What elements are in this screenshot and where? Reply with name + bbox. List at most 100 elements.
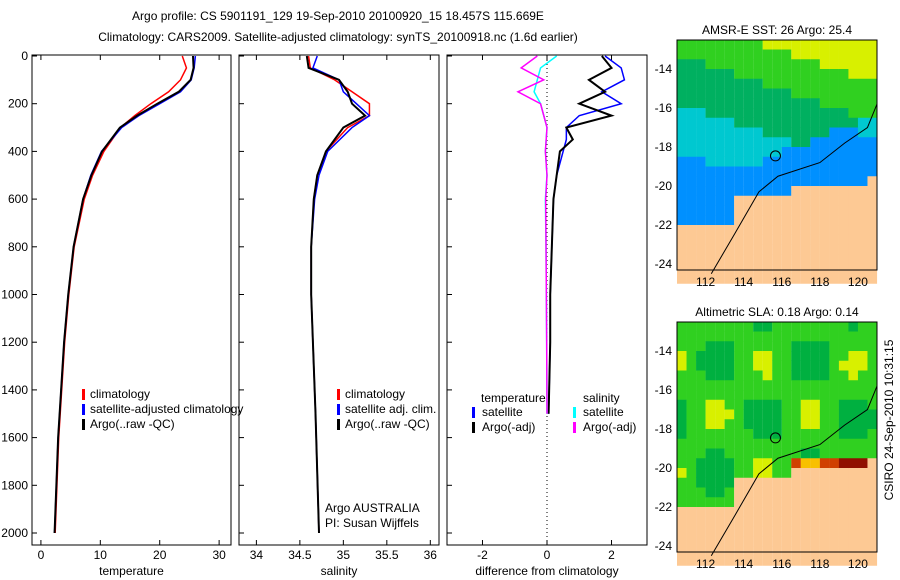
map-cell [734,526,744,537]
map-cell [762,137,773,148]
map-cell [677,244,687,255]
map-cell [791,137,801,148]
map-cell [762,69,773,79]
map-cell [781,331,792,342]
map-cell [762,507,773,517]
map-cell [686,39,697,50]
map-cell [857,264,868,274]
map-cell [686,195,697,206]
map-x-tick-label: 116 [772,557,791,571]
map-cell [705,69,716,79]
map-cell [705,497,716,508]
map-cell [753,49,763,60]
map-cell [677,108,687,118]
map-cell [791,370,801,381]
map-cell [838,458,849,469]
map-cell [772,448,782,459]
map-cell [857,108,868,118]
map-cell [781,39,792,50]
map-cell [800,78,811,89]
map-cell [734,273,744,284]
map-cell [715,273,725,284]
map-cell [829,555,839,566]
map-cell [753,526,763,537]
map-cell [829,147,839,157]
map-cell [753,273,763,284]
map-cell [762,458,773,469]
map-cell [696,98,706,109]
map-cell [800,59,811,70]
map-cell [762,88,773,99]
map-cell [686,419,697,430]
map-title: Altimetric SLA: 0.18 Argo: 0.14 [695,305,859,319]
map-cell [743,409,754,420]
map-cell [857,458,868,469]
map-cell [696,39,706,50]
map-cell [867,526,878,537]
map-cell [677,360,687,371]
map-cell [772,254,782,265]
map-cell [677,438,687,449]
map-cell [772,507,782,517]
map-cell [753,458,763,469]
map-cell [762,409,773,420]
map-cell [857,78,868,89]
map-cell [696,536,706,547]
map-cell [705,205,716,216]
map-cell [686,477,697,488]
x-tick-label: 0 [544,548,551,562]
map-cell [762,273,773,284]
x-tick-label: 34 [250,548,264,562]
map-cell [724,429,735,439]
map-cell [696,176,706,187]
map-cell [715,195,725,206]
map-cell [848,176,859,187]
map-cell [838,438,849,449]
map-cell [819,546,830,556]
map-cell [867,399,878,410]
annotation-line: PI: Susan Wijffels [325,516,419,530]
map-cell [715,341,725,352]
map-cell [677,526,687,537]
map-cell [734,477,744,488]
map-cell [743,516,754,527]
map-cell [800,468,811,478]
series-line-argo-raw-qc- [53,55,195,534]
map-cell [772,264,782,274]
map-y-tick-label: -14 [655,344,673,358]
map-cell [772,429,782,439]
map-cell [734,264,744,274]
map-cell [762,156,773,167]
map-cell [829,39,839,50]
map-cell [724,49,735,60]
map-cell [677,516,687,527]
map-cell [686,215,697,226]
map-cell [772,438,782,449]
x-tick-label: 20 [153,548,167,562]
map-cell [753,409,763,420]
map-cell [772,244,782,255]
map-cell [734,341,744,352]
legend-label: satellite [482,405,523,419]
map-cell [857,39,868,50]
map-cell [819,49,830,60]
map-cell [724,546,735,556]
map-cell [696,438,706,449]
map-cell [705,176,716,187]
map-cell [800,526,811,537]
map-cell [772,39,782,50]
map-cell [810,59,820,70]
map-cell [791,429,801,439]
map-cell [762,117,773,128]
map-y-tick-label: -16 [655,101,673,115]
map-cell [715,546,725,556]
map-cell [781,409,792,420]
map-cell [791,186,801,196]
map-cell [838,234,849,245]
map-cell [838,331,849,342]
map-cell [724,215,735,226]
map-cell [677,507,687,517]
map-cell [867,458,878,469]
map-cell [724,487,735,498]
